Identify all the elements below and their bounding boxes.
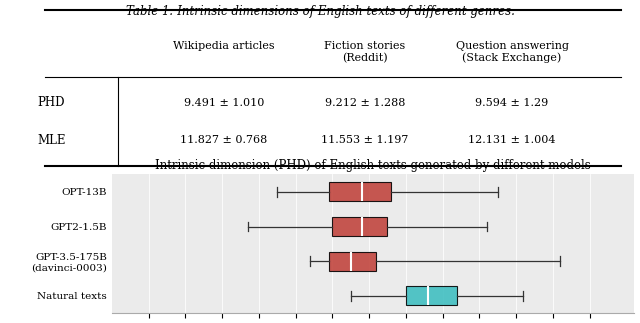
- Text: 12.131 ± 1.004: 12.131 ± 1.004: [468, 135, 556, 145]
- Text: 11.553 ± 1.197: 11.553 ± 1.197: [321, 135, 408, 145]
- Text: 9.212 ± 1.288: 9.212 ± 1.288: [324, 98, 405, 108]
- PathPatch shape: [329, 252, 376, 271]
- Text: PHD: PHD: [38, 96, 65, 109]
- Title: Intrinsic dimension (PHD) of English texts generated by different models: Intrinsic dimension (PHD) of English tex…: [155, 159, 591, 172]
- PathPatch shape: [332, 217, 387, 236]
- Text: Fiction stories
(Reddit): Fiction stories (Reddit): [324, 41, 405, 63]
- Text: Table 1: Intrinsic dimensions of English texts of different genres.: Table 1: Intrinsic dimensions of English…: [125, 5, 515, 18]
- Text: 9.594 ± 1.29: 9.594 ± 1.29: [476, 98, 548, 108]
- Text: Wikipedia articles: Wikipedia articles: [173, 41, 275, 51]
- PathPatch shape: [406, 287, 458, 306]
- Text: MLE: MLE: [37, 134, 65, 147]
- Text: 9.491 ± 1.010: 9.491 ± 1.010: [184, 98, 264, 108]
- PathPatch shape: [329, 182, 391, 201]
- Text: 11.827 ± 0.768: 11.827 ± 0.768: [180, 135, 268, 145]
- Text: Question answering
(Stack Exchange): Question answering (Stack Exchange): [456, 41, 568, 63]
